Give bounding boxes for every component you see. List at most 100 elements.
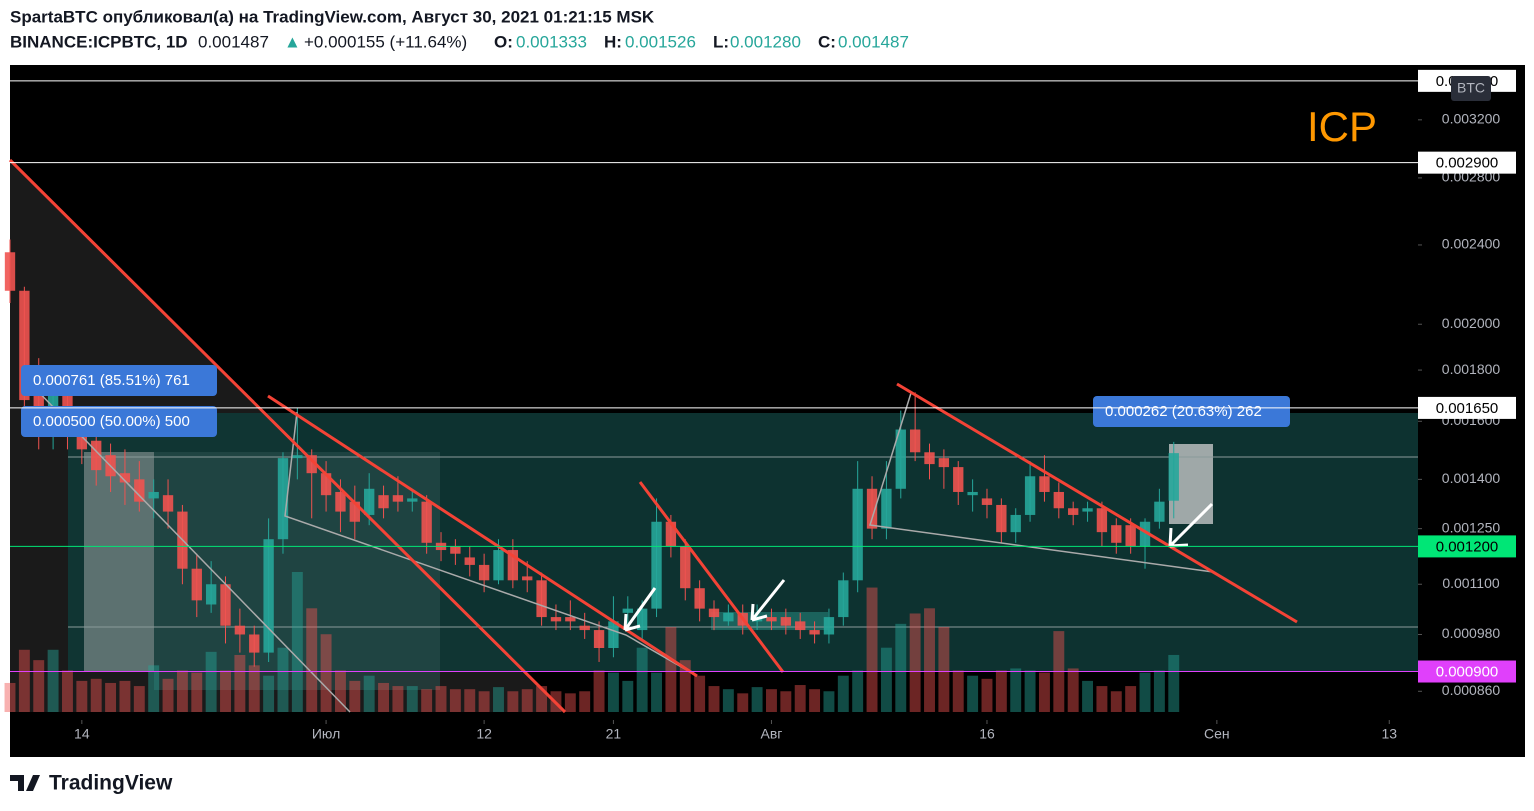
candle-body bbox=[392, 495, 404, 502]
candle-body bbox=[134, 479, 145, 502]
candle-body bbox=[306, 455, 317, 474]
measure-label-box bbox=[21, 365, 217, 396]
volume-bar bbox=[679, 660, 691, 712]
candle-body bbox=[450, 546, 461, 554]
candle-body bbox=[162, 495, 174, 512]
candle-body bbox=[4, 252, 16, 291]
volume-bar bbox=[162, 678, 174, 712]
candle-body bbox=[550, 617, 562, 622]
o-label: O: bbox=[494, 32, 513, 51]
ohlc-line: BINANCE:ICPBTC, 1D 0.001487 ▲ +0.000155 … bbox=[10, 32, 909, 51]
candle-body bbox=[866, 488, 878, 529]
candle-body bbox=[967, 491, 978, 496]
price-label: 0.001200 bbox=[1436, 538, 1499, 555]
volume-bar bbox=[766, 689, 777, 712]
volume-bar bbox=[449, 689, 461, 712]
candle-body bbox=[1139, 521, 1151, 547]
candle-body bbox=[493, 550, 504, 581]
volume-bar bbox=[536, 686, 548, 712]
candle-body bbox=[292, 455, 303, 459]
volume-bar bbox=[47, 649, 59, 712]
candle-body bbox=[507, 550, 519, 581]
candle-body bbox=[981, 498, 993, 505]
volume-bar bbox=[62, 670, 73, 712]
trendline bbox=[8, 158, 567, 714]
volume-bar bbox=[334, 670, 346, 712]
volume-bar bbox=[406, 686, 418, 712]
volume-bar bbox=[248, 665, 260, 712]
volume-bar bbox=[521, 689, 533, 712]
volume-bar bbox=[18, 649, 30, 712]
volume-bar bbox=[1024, 670, 1036, 712]
drawings-over bbox=[8, 158, 1298, 714]
price-label: 0.001650 bbox=[1436, 400, 1499, 417]
volume-bar bbox=[133, 686, 145, 712]
measure-label: 0.000262 (20.63%) 262 bbox=[1105, 403, 1262, 420]
volume-bar bbox=[1067, 668, 1079, 712]
y-tick-label: 0.001800 bbox=[1442, 361, 1501, 377]
volume-bar bbox=[291, 572, 303, 712]
price-label-box bbox=[1418, 151, 1516, 174]
candle-body bbox=[91, 440, 102, 471]
y-tick-label: 0.001250 bbox=[1442, 519, 1501, 535]
volume-bar bbox=[909, 613, 921, 712]
candle-body bbox=[76, 426, 88, 450]
measure-label-box bbox=[1093, 396, 1290, 427]
candle-body bbox=[795, 621, 806, 631]
volume-bar bbox=[1096, 686, 1108, 712]
trendline bbox=[896, 382, 1298, 624]
candle-body bbox=[651, 521, 662, 609]
h-label: H: bbox=[604, 32, 622, 51]
measure-label: 0.000761 (85.51%) 761 bbox=[33, 372, 190, 389]
y-tick-label: 0.002000 bbox=[1442, 315, 1501, 331]
x-tick-label: 12 bbox=[476, 726, 492, 742]
volume-bar bbox=[421, 689, 433, 712]
candle-body bbox=[464, 557, 475, 565]
arrow bbox=[750, 579, 786, 622]
candle-body bbox=[220, 584, 231, 626]
candle-body bbox=[723, 612, 734, 622]
candle-body bbox=[349, 501, 360, 522]
candle-body bbox=[1096, 508, 1108, 533]
volume-bar bbox=[995, 670, 1007, 712]
volume-bar bbox=[938, 626, 950, 712]
volume-bar bbox=[694, 675, 706, 712]
volume-bar bbox=[478, 691, 490, 712]
axes: 0.0032000.0028000.0024000.0020000.001800… bbox=[10, 69, 1516, 742]
candle-body bbox=[622, 608, 633, 613]
candle-body bbox=[191, 568, 202, 601]
volume-bar bbox=[234, 654, 246, 712]
candle-body bbox=[407, 498, 418, 502]
volume-bar bbox=[780, 691, 792, 712]
volume-bar bbox=[880, 647, 892, 712]
candle-body bbox=[694, 588, 705, 609]
candle-body bbox=[148, 491, 159, 499]
candle-body bbox=[665, 521, 677, 547]
volume-bar bbox=[464, 689, 476, 712]
last: 0.001487 bbox=[198, 32, 269, 51]
footer-logo: TradingView bbox=[10, 772, 173, 795]
change: +0.000155 (+11.64%) bbox=[304, 32, 467, 51]
arrow bbox=[1168, 502, 1214, 548]
volume-bar bbox=[809, 689, 821, 712]
candle-body bbox=[838, 580, 849, 618]
candle-body bbox=[938, 458, 950, 468]
volume-bar bbox=[392, 686, 404, 712]
volume-bar bbox=[564, 693, 576, 712]
measure-label-box bbox=[21, 406, 217, 437]
candle-body bbox=[1010, 514, 1021, 533]
candle-body bbox=[680, 546, 691, 589]
volume-bar bbox=[493, 687, 504, 712]
y-tick-label: 0.001400 bbox=[1442, 470, 1501, 486]
candle-body bbox=[924, 452, 935, 465]
volume-bar bbox=[105, 682, 117, 712]
volume-bar bbox=[277, 647, 289, 712]
volume-bar bbox=[33, 660, 45, 712]
c-value: 0.001487 bbox=[838, 32, 909, 51]
volume-bar bbox=[306, 608, 318, 712]
x-tick-label: 16 bbox=[979, 726, 995, 742]
volume-bar bbox=[363, 675, 375, 712]
x-tick-label: 14 bbox=[74, 726, 90, 742]
candle-body bbox=[234, 625, 246, 635]
volume-bar bbox=[90, 678, 102, 712]
